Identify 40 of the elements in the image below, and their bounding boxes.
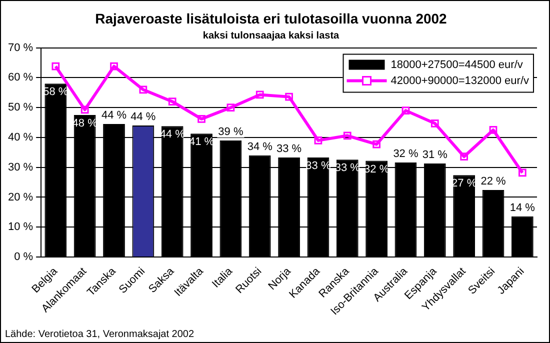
point	[52, 62, 60, 70]
x-tick-label: Italia	[210, 264, 236, 290]
data-label: 44 %	[101, 110, 127, 122]
y-tick-label: 10 %	[8, 221, 34, 234]
point	[139, 86, 148, 94]
point	[518, 168, 526, 177]
data-label: 44 %	[130, 111, 156, 124]
point	[402, 106, 410, 114]
text: Lähde: Verotietoa 31, Veronmaksajat 2002	[5, 329, 194, 340]
point	[430, 119, 439, 128]
point	[314, 136, 322, 144]
y-tick-label: 20 %	[8, 191, 34, 204]
point	[256, 90, 264, 99]
legend-label: 42000+90000=132000 eur/v	[390, 74, 530, 87]
point	[198, 114, 206, 123]
legend-label: 18000+27500=44500 eur/v	[390, 58, 524, 71]
chart-subtitle: kaksi tulonsaajaa kaksi lasta	[202, 30, 340, 42]
data-label: 39 %	[218, 126, 244, 138]
data-label: 14 %	[510, 202, 536, 214]
point	[285, 92, 293, 101]
y-tick-label: 70 %	[8, 42, 34, 54]
data-label: 32 %	[393, 148, 418, 160]
point	[460, 152, 468, 161]
chart-title: Rajaveroaste lisätuloista eri tulotasoilla vuonna 2002	[95, 10, 448, 26]
y-tick-label: 30 %	[8, 161, 34, 174]
y-tick-label: 50 %	[8, 102, 34, 114]
point	[226, 104, 235, 112]
point	[343, 132, 352, 140]
data-label: 31 %	[422, 148, 448, 161]
point	[372, 140, 380, 148]
point	[168, 98, 176, 106]
y-tick-label: 40 %	[8, 131, 34, 144]
point	[80, 106, 89, 114]
data-label: 22 %	[480, 176, 506, 188]
y-tick-label: 60 %	[8, 72, 34, 84]
data-label: 33 %	[276, 143, 302, 156]
y-tick-label: 0 %	[14, 251, 34, 264]
data-label: 34 %	[247, 140, 273, 153]
point	[110, 62, 118, 70]
point	[489, 126, 498, 134]
